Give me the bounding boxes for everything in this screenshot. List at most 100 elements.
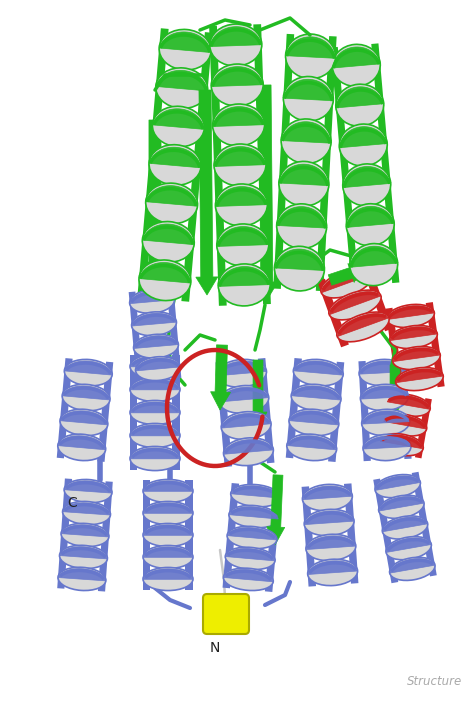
Ellipse shape — [219, 385, 269, 413]
Polygon shape — [136, 358, 180, 371]
Bar — [385, 307, 404, 393]
Text: Structure: Structure — [407, 675, 462, 688]
Ellipse shape — [379, 495, 424, 518]
Ellipse shape — [64, 359, 112, 386]
Ellipse shape — [60, 409, 108, 436]
Bar — [128, 291, 143, 382]
Ellipse shape — [149, 145, 201, 185]
Bar — [358, 361, 371, 461]
Polygon shape — [364, 436, 410, 449]
Polygon shape — [131, 356, 179, 367]
Polygon shape — [333, 47, 380, 68]
Ellipse shape — [143, 501, 193, 524]
Ellipse shape — [132, 312, 176, 336]
Polygon shape — [224, 569, 273, 582]
Ellipse shape — [143, 567, 193, 590]
Ellipse shape — [143, 479, 193, 503]
Polygon shape — [131, 402, 179, 413]
Polygon shape — [228, 528, 276, 540]
Polygon shape — [58, 436, 105, 450]
Polygon shape — [144, 503, 192, 513]
Polygon shape — [290, 411, 338, 425]
Polygon shape — [380, 435, 423, 449]
Polygon shape — [322, 270, 373, 293]
Ellipse shape — [130, 355, 180, 378]
Ellipse shape — [156, 68, 208, 108]
FancyArrow shape — [249, 360, 267, 430]
Polygon shape — [294, 361, 343, 375]
Polygon shape — [292, 386, 340, 400]
Polygon shape — [63, 503, 110, 515]
Ellipse shape — [142, 222, 194, 262]
Polygon shape — [215, 147, 265, 166]
Ellipse shape — [339, 124, 387, 166]
Polygon shape — [146, 185, 197, 206]
Polygon shape — [219, 388, 268, 402]
Ellipse shape — [274, 246, 324, 291]
Polygon shape — [213, 107, 264, 126]
FancyArrow shape — [210, 345, 230, 410]
FancyArrow shape — [328, 263, 360, 285]
Polygon shape — [144, 547, 192, 557]
Ellipse shape — [329, 290, 381, 320]
Bar — [286, 358, 302, 458]
Bar — [344, 484, 358, 583]
Polygon shape — [350, 246, 397, 267]
FancyArrow shape — [386, 365, 404, 415]
Ellipse shape — [61, 524, 109, 547]
FancyArrow shape — [256, 85, 278, 300]
Ellipse shape — [231, 484, 281, 507]
Ellipse shape — [281, 119, 331, 164]
Ellipse shape — [363, 435, 411, 461]
Ellipse shape — [277, 204, 327, 249]
Ellipse shape — [213, 104, 264, 146]
Ellipse shape — [336, 84, 384, 126]
Bar — [173, 355, 180, 470]
Ellipse shape — [332, 44, 380, 86]
Bar — [57, 479, 72, 589]
Ellipse shape — [224, 438, 273, 465]
Polygon shape — [160, 32, 210, 53]
Ellipse shape — [62, 384, 110, 411]
Polygon shape — [362, 411, 409, 424]
Polygon shape — [308, 561, 357, 574]
Polygon shape — [393, 348, 440, 362]
Polygon shape — [216, 187, 267, 206]
Text: C: C — [67, 496, 77, 510]
Ellipse shape — [159, 29, 211, 70]
Ellipse shape — [210, 24, 262, 66]
Ellipse shape — [285, 34, 336, 79]
Bar — [399, 359, 411, 459]
Polygon shape — [383, 517, 427, 531]
Bar — [373, 479, 398, 583]
FancyBboxPatch shape — [203, 594, 249, 634]
Polygon shape — [134, 336, 178, 348]
Ellipse shape — [63, 501, 110, 524]
Ellipse shape — [375, 475, 420, 498]
Bar — [361, 263, 393, 331]
Bar — [426, 302, 445, 388]
Ellipse shape — [337, 312, 389, 342]
Polygon shape — [224, 439, 273, 454]
Ellipse shape — [58, 434, 106, 461]
Polygon shape — [376, 476, 420, 490]
Polygon shape — [131, 379, 179, 390]
Ellipse shape — [60, 545, 108, 569]
Ellipse shape — [387, 395, 430, 416]
Polygon shape — [58, 569, 105, 581]
Bar — [98, 482, 113, 592]
Ellipse shape — [283, 77, 333, 121]
Ellipse shape — [143, 524, 193, 547]
Polygon shape — [287, 436, 336, 450]
Bar — [253, 24, 271, 304]
Polygon shape — [150, 147, 200, 168]
Ellipse shape — [217, 224, 269, 266]
Ellipse shape — [289, 409, 339, 436]
FancyArrow shape — [267, 475, 285, 545]
Bar — [331, 47, 359, 286]
Ellipse shape — [396, 368, 443, 390]
Polygon shape — [390, 559, 435, 573]
Polygon shape — [275, 249, 324, 270]
Polygon shape — [131, 448, 179, 459]
Polygon shape — [139, 263, 190, 283]
